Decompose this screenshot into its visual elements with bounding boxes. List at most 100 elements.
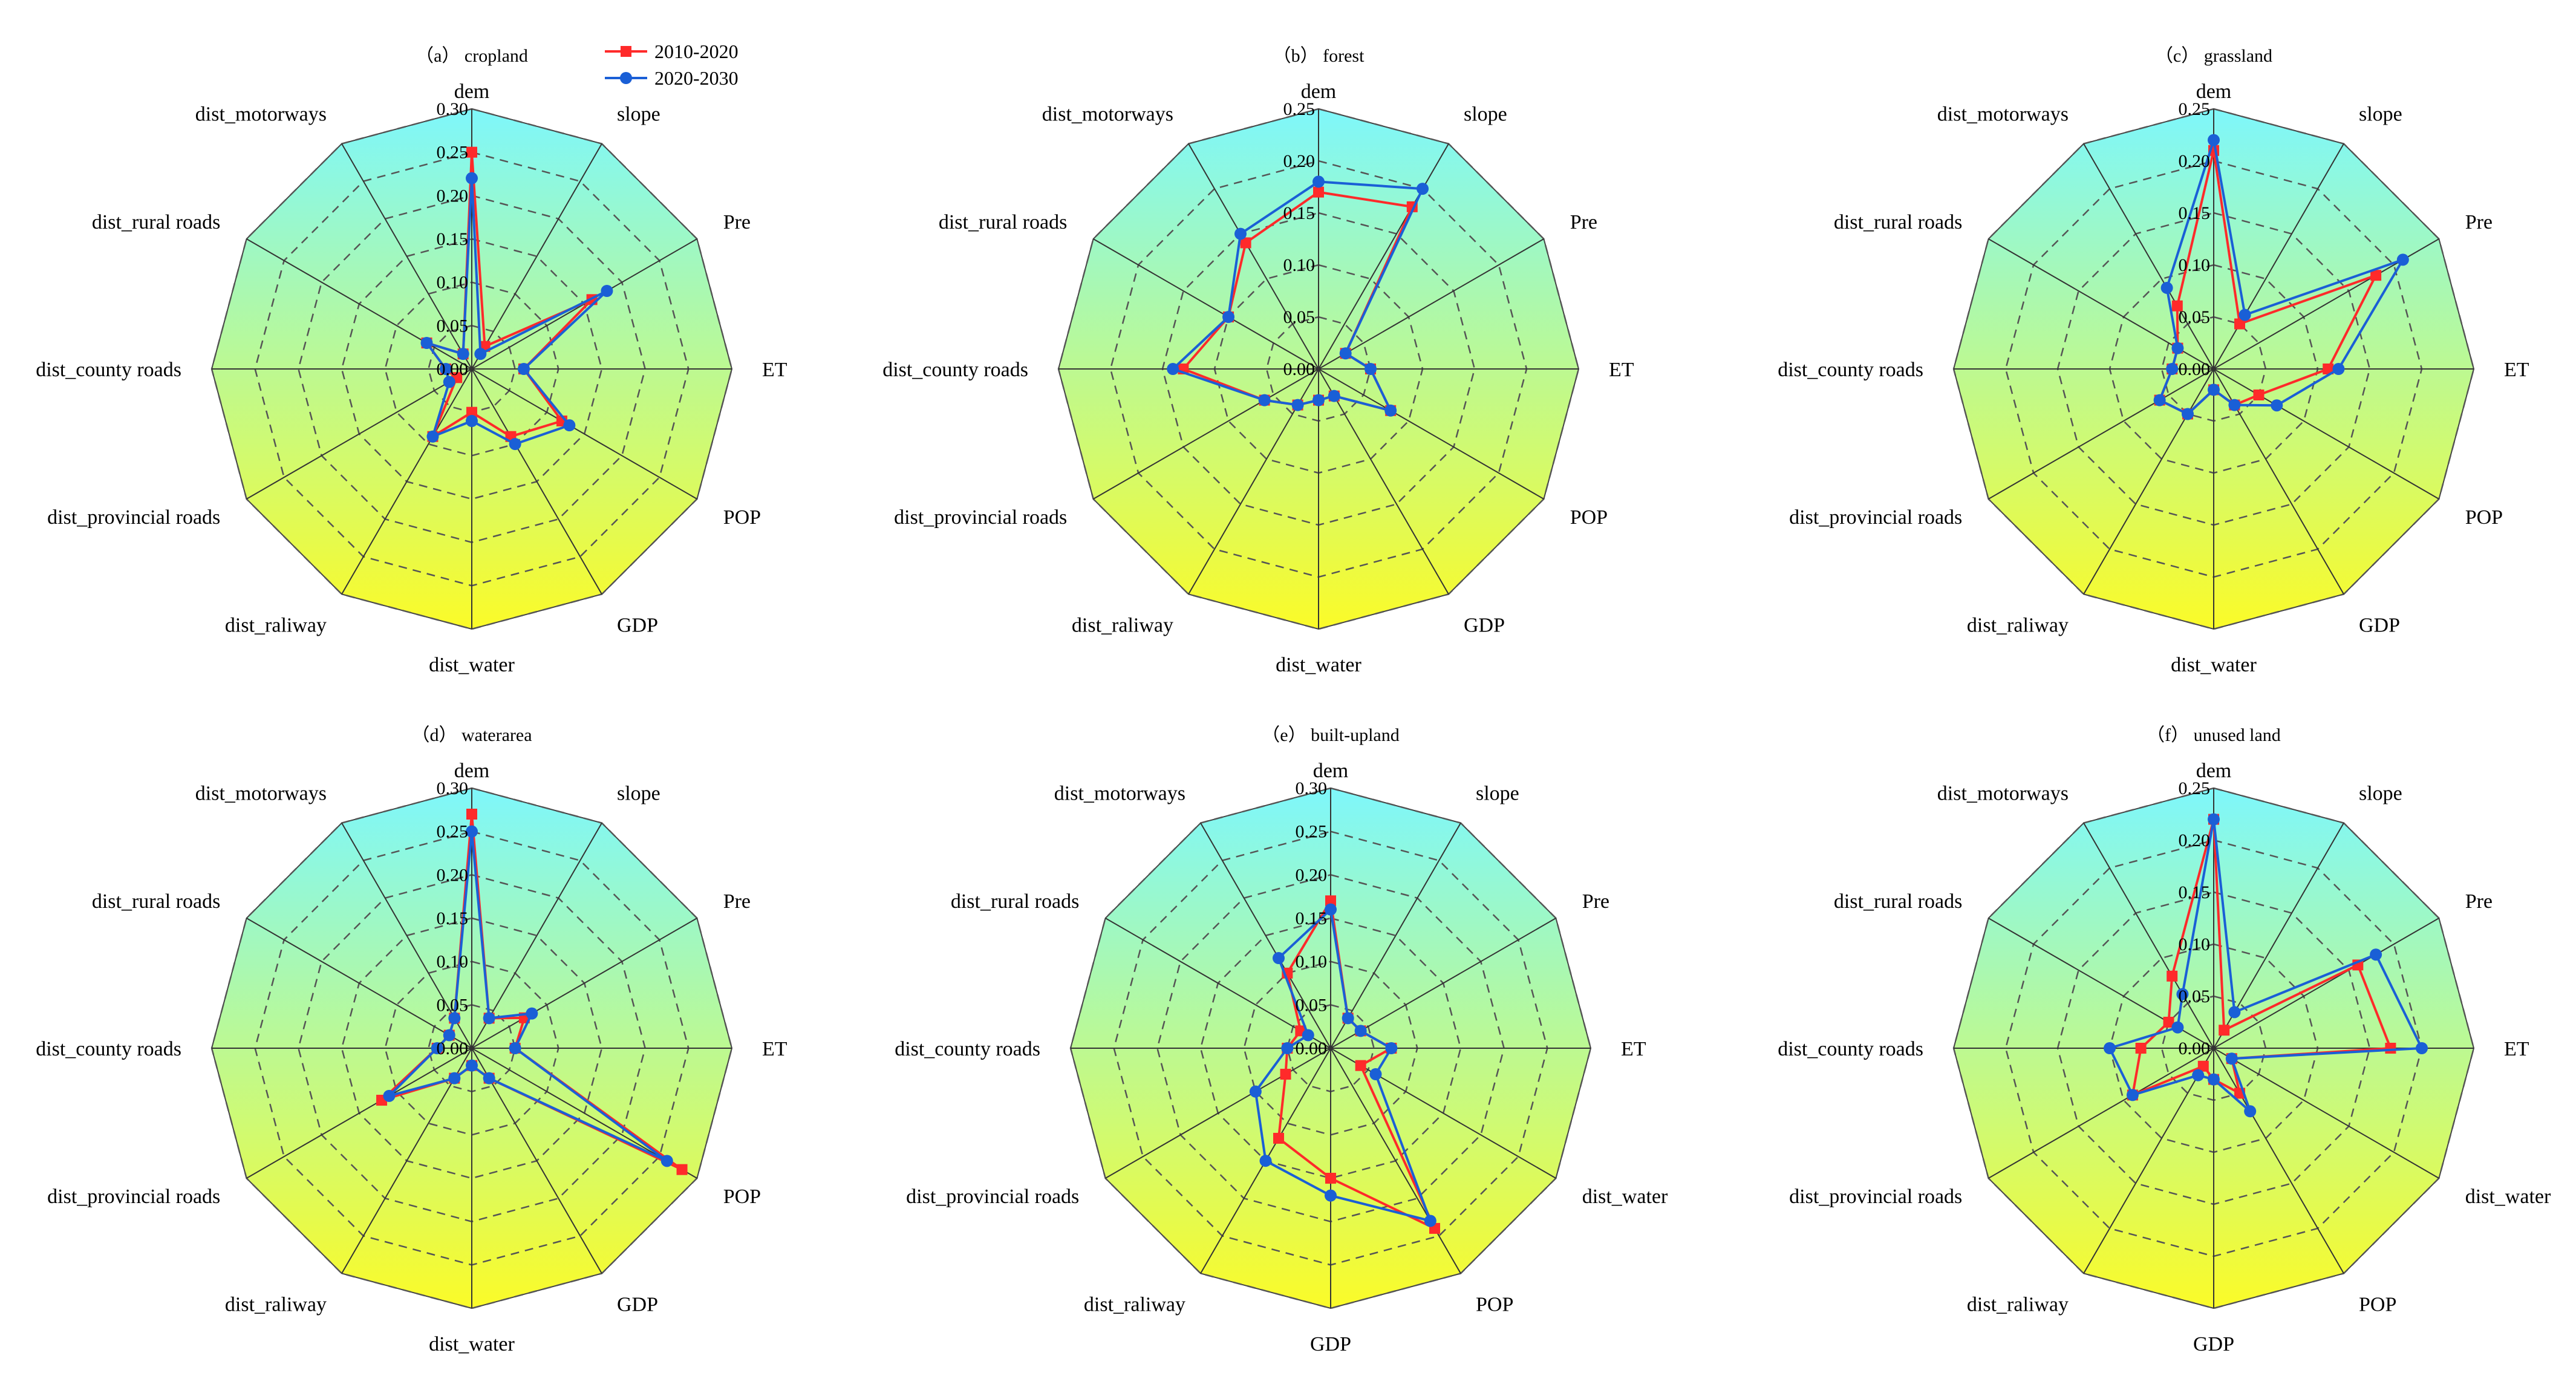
point-2020-2030-pop bbox=[563, 419, 576, 432]
point-2020-2030-dem bbox=[466, 172, 478, 184]
axis-label-gdp: GDP bbox=[1464, 615, 1505, 637]
axis-label-gdp: GDP bbox=[617, 615, 658, 637]
point-2010-2020-dist-water bbox=[466, 406, 477, 418]
grid-spoke bbox=[1093, 368, 1319, 500]
tick-label: 0.10 bbox=[1283, 255, 1316, 275]
point-2020-2030-slope bbox=[2228, 1006, 2241, 1019]
tick-label: 0.25 bbox=[2179, 778, 2211, 798]
axis-label-slope: slope bbox=[1464, 103, 1507, 125]
point-2020-2030-slope bbox=[1342, 1012, 1354, 1025]
axis-label-pre: Pre bbox=[1570, 211, 1597, 233]
point-2010-2020-dem bbox=[1325, 895, 1336, 907]
grid-spoke bbox=[471, 368, 697, 500]
point-2020-2030-dist-provincial-roads bbox=[443, 376, 455, 388]
axis-label-et: ET bbox=[2504, 1038, 2529, 1060]
axis-label-pop: POP bbox=[1570, 506, 1608, 529]
axis-label-dem: dem bbox=[1313, 760, 1349, 782]
legend-label: 2020-2030 bbox=[654, 67, 739, 89]
axis-label-dem: dem bbox=[454, 80, 490, 103]
tick-label: 0.15 bbox=[2179, 882, 2211, 902]
grid-spoke bbox=[471, 823, 602, 1049]
point-2010-2020-dist-water bbox=[1355, 1060, 1366, 1071]
point-2020-2030-pre bbox=[1354, 1025, 1367, 1037]
point-2020-2030-pop bbox=[1424, 1215, 1436, 1227]
axis-label-pop: POP bbox=[2465, 506, 2503, 529]
point-2020-2030-dist-rural-roads bbox=[2171, 1021, 2184, 1034]
point-2020-2030-dist-raliway bbox=[448, 1072, 461, 1084]
panel-title: （d） waterarea bbox=[411, 725, 532, 745]
axis-label-dem: dem bbox=[2196, 760, 2232, 782]
grid-spoke bbox=[341, 368, 472, 595]
point-2020-2030-gdp bbox=[509, 438, 521, 451]
grid-spoke bbox=[246, 1048, 472, 1179]
legend-label: 2010-2020 bbox=[654, 41, 739, 62]
point-2020-2030-et bbox=[518, 363, 530, 375]
point-2020-2030-slope bbox=[2239, 308, 2251, 321]
point-2020-2030-pre bbox=[2370, 948, 2382, 961]
axis-label-dist-raliway: dist_raliway bbox=[225, 1294, 327, 1316]
point-2020-2030-dist-motorways bbox=[2176, 988, 2189, 1000]
axis-label-dist-county-roads: dist_county roads bbox=[1778, 359, 1923, 381]
grid-spoke bbox=[1318, 368, 1449, 595]
tick-label: 0.20 bbox=[1296, 865, 1328, 885]
point-2020-2030-pre bbox=[526, 1007, 538, 1020]
axis-label-dist-water: dist_water bbox=[2171, 654, 2257, 676]
grid-spoke bbox=[2213, 368, 2439, 500]
axis-label-gdp: GDP bbox=[617, 1294, 658, 1316]
axis-label-dist-rural-roads: dist_rural roads bbox=[1834, 211, 1962, 233]
point-2020-2030-dist-raliway bbox=[2192, 1069, 2205, 1081]
point-2020-2030-gdp bbox=[2228, 399, 2241, 411]
point-2020-2030-slope bbox=[474, 348, 487, 360]
tick-label: 0.00 bbox=[1283, 359, 1316, 379]
point-2020-2030-et bbox=[1365, 363, 1377, 375]
tick-label: 0.00 bbox=[2179, 1039, 2211, 1058]
axis-label-dist-rural-roads: dist_rural roads bbox=[1834, 890, 1962, 913]
axis-label-pre: Pre bbox=[723, 211, 751, 233]
point-2020-2030-dist-provincial-roads bbox=[2126, 1089, 2139, 1101]
tick-label: 0.20 bbox=[437, 865, 469, 885]
point-2020-2030-dist-water bbox=[2225, 1052, 2238, 1065]
axis-label-dist-county-roads: dist_county roads bbox=[36, 359, 181, 381]
grid-spoke bbox=[1318, 143, 1449, 370]
grid-spoke bbox=[246, 238, 472, 370]
point-2020-2030-dist-county-roads bbox=[431, 1042, 443, 1054]
axis-label-dem: dem bbox=[1301, 80, 1337, 103]
grid-spoke bbox=[1105, 1048, 1331, 1179]
point-2020-2030-dist-raliway bbox=[1259, 1155, 1272, 1167]
axis-label-pre: Pre bbox=[2465, 890, 2493, 913]
point-2020-2030-dist-rural-roads bbox=[420, 337, 433, 349]
point-2020-2030-dem bbox=[1325, 903, 1337, 916]
point-2020-2030-dist-county-roads bbox=[1281, 1042, 1294, 1054]
point-2010-2020-dem bbox=[466, 146, 477, 158]
axis-label-dist-water: dist_water bbox=[429, 1333, 515, 1355]
point-2020-2030-dist-water bbox=[1369, 1068, 1382, 1080]
grid-spoke bbox=[2083, 823, 2214, 1049]
point-2020-2030-dist-motorways bbox=[1273, 952, 1285, 965]
axis-label-dist-water: dist_water bbox=[429, 654, 515, 676]
tick-label: 0.05 bbox=[2179, 987, 2211, 1006]
grid-spoke bbox=[341, 823, 472, 1049]
grid-spoke bbox=[1200, 823, 1331, 1049]
grid-spoke bbox=[1330, 918, 1556, 1049]
grid-spoke bbox=[471, 143, 602, 370]
grid-spoke bbox=[1988, 368, 2214, 500]
axis-label-dist-rural-roads: dist_rural roads bbox=[92, 890, 220, 913]
tick-label: 0.25 bbox=[2179, 99, 2211, 119]
tick-label: 0.05 bbox=[1296, 995, 1328, 1015]
point-2020-2030-et bbox=[2332, 363, 2345, 375]
axis-label-et: ET bbox=[2504, 359, 2529, 381]
point-2020-2030-dist-raliway bbox=[426, 430, 439, 443]
axis-label-pre: Pre bbox=[723, 890, 751, 913]
point-2020-2030-dist-rural-roads bbox=[1302, 1029, 1314, 1042]
legend-marker bbox=[620, 72, 632, 84]
tick-label: 0.15 bbox=[437, 229, 469, 249]
grid-spoke bbox=[2213, 143, 2344, 370]
grid-spoke bbox=[2083, 143, 2214, 370]
point-2020-2030-dist-provincial-roads bbox=[383, 1089, 396, 1102]
point-2010-2020-gdp bbox=[1325, 1173, 1336, 1184]
tick-label: 0.25 bbox=[437, 143, 469, 163]
tick-label: 0.10 bbox=[1296, 952, 1328, 972]
grid-spoke bbox=[1318, 238, 1544, 370]
tick-label: 0.00 bbox=[2179, 359, 2211, 379]
